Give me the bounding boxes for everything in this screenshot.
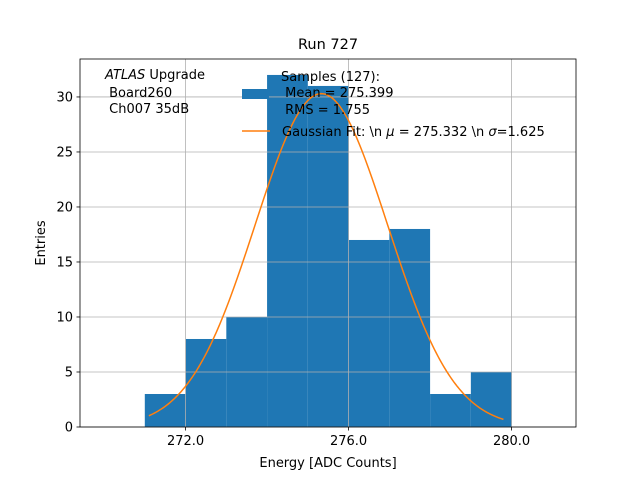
x-tick-label: 276.0 <box>330 434 367 449</box>
legend-hist-patch <box>242 89 269 99</box>
svg-text:ATLAS Upgrade: ATLAS Upgrade <box>104 68 205 83</box>
y-tick-label: 30 <box>56 90 73 105</box>
annotation: ATLAS Upgrade Board260 Ch007 35dB <box>104 68 205 117</box>
y-tick-label: 25 <box>56 145 73 160</box>
histogram-bar <box>144 393 186 427</box>
svg-text:Board260: Board260 <box>105 86 172 101</box>
histogram-bar <box>185 338 227 427</box>
plot-frame <box>79 58 577 428</box>
gaussian-fit-line <box>148 92 504 421</box>
histogram-bar <box>470 371 512 427</box>
atlas-label: ATLAS <box>104 68 145 83</box>
y-tick-label: 10 <box>56 310 73 325</box>
x-tick-label: 272.0 <box>167 434 204 449</box>
axis-ticks: 272.0 276.0 280.0 0 5 10 15 20 25 30 <box>56 90 530 449</box>
y-tick-label: 0 <box>65 421 73 436</box>
legend-hist-line-1: Samples (127): <box>281 70 380 85</box>
histogram-bar <box>348 239 390 427</box>
y-axis-label: Entries <box>34 220 49 266</box>
y-tick-label: 15 <box>56 255 73 270</box>
svg-text:Ch007 35dB: Ch007 35dB <box>105 102 189 117</box>
legend-fit-label: Gaussian Fit: \n μ = 275.332 \n σ=1.625 <box>282 125 545 140</box>
legend-hist-line-2: Mean = 275.399 <box>281 86 393 101</box>
x-tick-label: 280.0 <box>493 434 530 449</box>
x-axis-label: Energy [ADC Counts] <box>259 456 396 471</box>
legend-hist-line-3: RMS = 1.755 <box>281 103 370 118</box>
chart-title: Run 727 <box>298 37 358 53</box>
y-tick-label: 5 <box>65 365 73 380</box>
legend: Samples (127): Mean = 275.399 RMS = 1.75… <box>242 70 545 140</box>
y-tick-label: 20 <box>56 200 73 215</box>
histogram-bar <box>307 85 349 427</box>
histogram-bar <box>430 393 471 427</box>
